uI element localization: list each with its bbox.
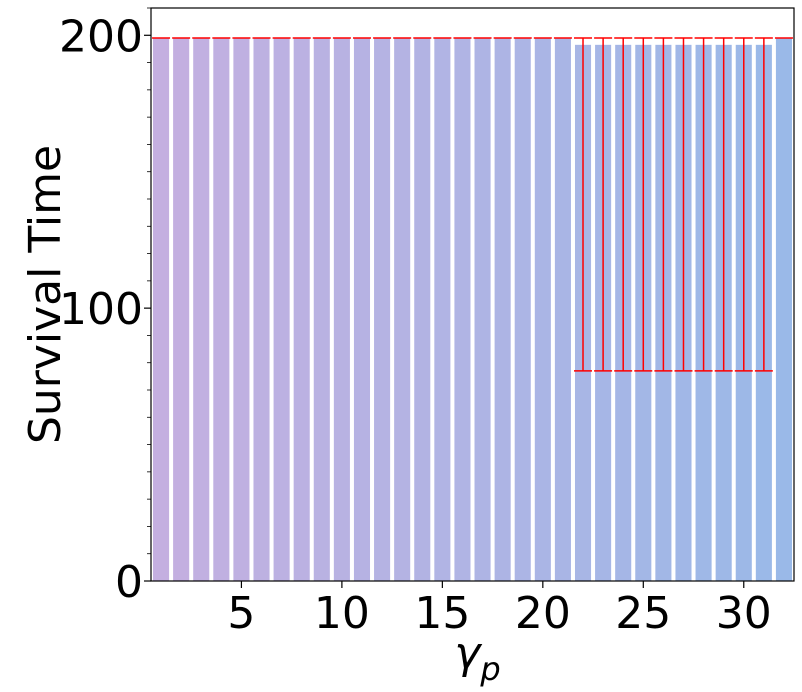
bar-8 (293, 38, 310, 582)
bar-3 (193, 38, 210, 582)
bar-6 (253, 38, 270, 582)
x-tick-label-15: 15 (414, 588, 470, 639)
x-axis-label-subscript: p (479, 650, 500, 688)
y-axis-ticks: 0 100 200 (59, 7, 151, 608)
error-bar-28 (694, 37, 713, 372)
bar-9 (313, 38, 330, 582)
bar-18 (494, 38, 511, 582)
bars-group (153, 38, 792, 582)
bar-21 (554, 38, 571, 582)
plot-frame (150, 7, 795, 582)
x-axis-ticks: 5 10 15 20 25 30 (227, 581, 772, 639)
x-axis-label-symbol: γ (454, 628, 482, 679)
bar-2 (173, 38, 190, 582)
error-bar-24 (614, 37, 633, 372)
y-tick-label-200: 200 (59, 11, 143, 62)
x-tick-label-10: 10 (314, 588, 370, 639)
bar-4 (213, 38, 230, 582)
bar-17 (474, 38, 491, 582)
y-axis-label: Survival Time (20, 145, 71, 444)
bar-11 (353, 38, 371, 582)
error-bar-23 (594, 37, 613, 372)
bar-19 (514, 38, 531, 582)
bar-32 (775, 38, 792, 582)
error-bar-26 (654, 37, 673, 372)
bar-15 (434, 38, 451, 582)
bar-10 (333, 38, 350, 582)
error-bar-27 (674, 37, 693, 372)
error-bar-22 (574, 37, 593, 372)
error-bar-25 (634, 37, 653, 372)
bar-7 (273, 38, 290, 582)
x-tick-label-25: 25 (615, 588, 671, 639)
bar-5 (233, 38, 250, 582)
bar-16 (454, 38, 471, 582)
x-tick-label-5: 5 (227, 588, 255, 639)
error-bars-group (152, 37, 793, 372)
bar-14 (414, 38, 431, 582)
x-tick-label-30: 30 (716, 588, 772, 639)
error-bar-29 (714, 37, 733, 372)
bar-12 (374, 38, 391, 582)
y-tick-label-0: 0 (115, 557, 143, 608)
y-tick-label-100: 100 (59, 284, 143, 335)
x-axis-label: γp (454, 628, 500, 688)
bar-13 (394, 38, 411, 582)
error-bar-31 (754, 37, 773, 372)
bar-20 (534, 38, 551, 582)
error-bar-30 (734, 37, 753, 372)
x-tick-label-20: 20 (515, 588, 571, 639)
bar-1 (153, 38, 170, 582)
